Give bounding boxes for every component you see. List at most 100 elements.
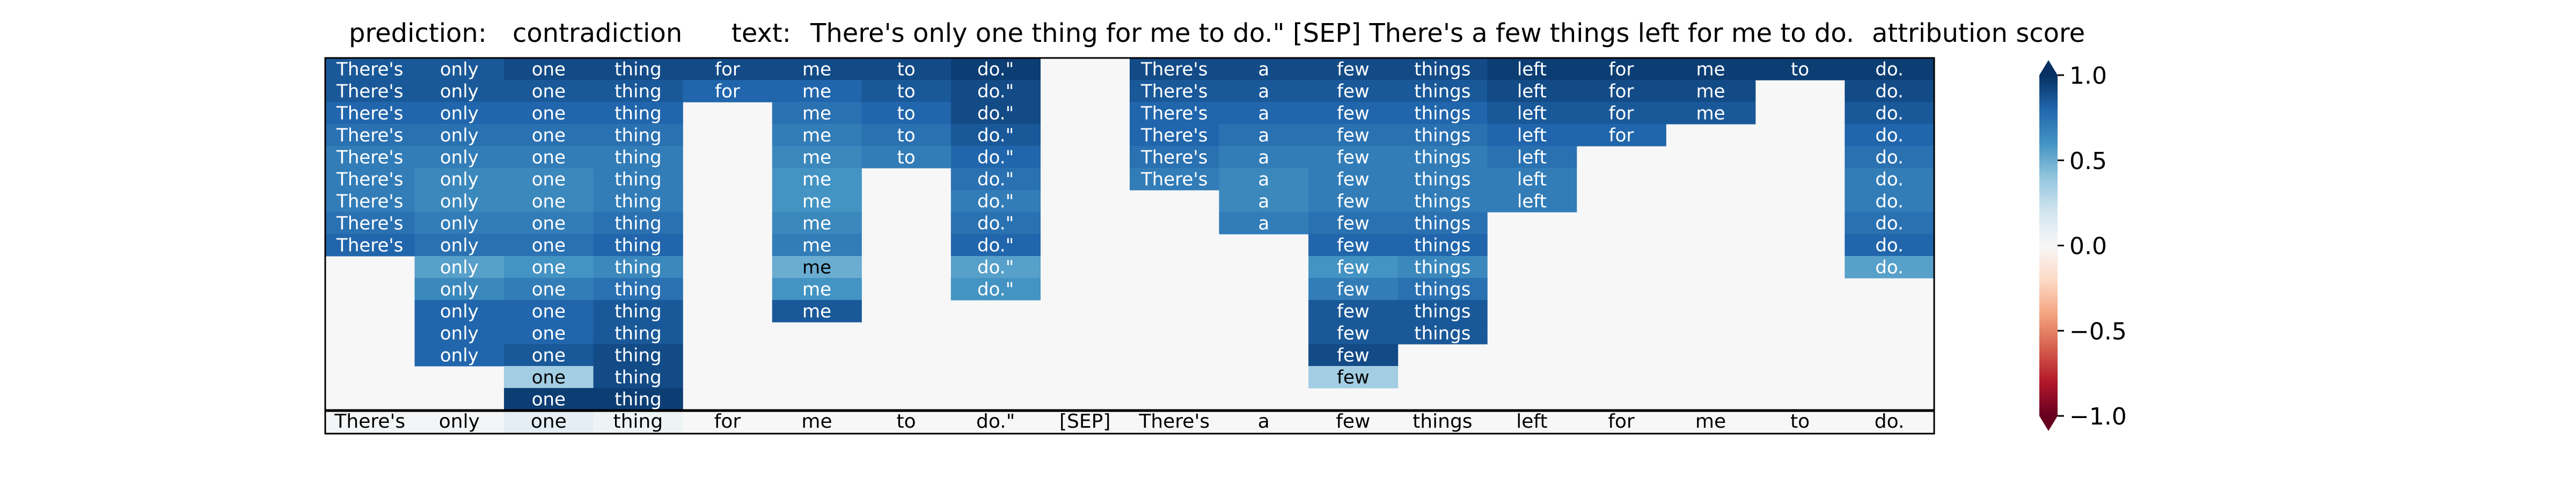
heatmap-cell <box>414 190 504 213</box>
heatmap-cell <box>1845 234 1935 257</box>
heatmap-cell <box>504 388 594 411</box>
cell-token-label: do." <box>977 191 1014 213</box>
heatmap-cell <box>950 124 1041 147</box>
heatmap-cell <box>1845 58 1935 80</box>
input-token-cell <box>772 411 862 434</box>
colorbar-extend-max <box>2039 60 2058 75</box>
cell-token-label: only <box>440 301 479 323</box>
cell-token-label: only <box>440 323 479 345</box>
cell-token-label: only <box>440 81 479 103</box>
heatmap-cell <box>1129 146 1220 169</box>
heatmap-cell <box>414 278 504 301</box>
prediction-value: contradiction <box>513 18 682 48</box>
cell-token-label: me <box>802 59 831 80</box>
heatmap-cell <box>593 322 683 345</box>
cell-token-label: things <box>1414 81 1470 103</box>
heatmap-cell <box>1397 322 1488 345</box>
cell-token-label: few <box>1337 147 1370 169</box>
cell-token-label: do." <box>977 81 1014 103</box>
cell-token-label: things <box>1414 103 1470 125</box>
cell-token-label: one <box>532 345 566 367</box>
heatmap-cell <box>1487 190 1577 213</box>
heatmap-cell <box>1308 146 1399 169</box>
input-token-cell <box>1845 411 1935 434</box>
heatmap-cell <box>772 278 862 301</box>
input-token-cell <box>325 411 415 434</box>
colorbar-extend-min <box>2039 416 2058 431</box>
input-token-cell <box>1040 411 1130 434</box>
heatmap-cell <box>1487 80 1577 103</box>
heatmap-cell <box>504 124 594 147</box>
heatmap-cell <box>1666 102 1756 125</box>
cell-token-label: There's <box>336 81 403 103</box>
cell-token-label: few <box>1337 323 1370 345</box>
heatmap-cell <box>1219 58 1309 80</box>
cell-token-label: one <box>532 323 566 345</box>
heatmap-cell <box>414 102 504 125</box>
cell-token-label: do." <box>977 147 1014 169</box>
heatmap-cell <box>1308 58 1399 80</box>
input-token-cell <box>861 411 952 434</box>
heatmap-cell <box>683 58 773 80</box>
cell-token-label: things <box>1414 301 1470 323</box>
heatmap-cell <box>1845 102 1935 125</box>
heatmap-cell <box>593 58 683 80</box>
cell-token-label: left <box>1517 103 1547 125</box>
heatmap-cell <box>593 124 683 147</box>
cell-token-label: to <box>897 147 916 169</box>
cell-token-label: thing <box>614 367 661 389</box>
cell-token-label: a <box>1258 59 1269 80</box>
cell-token-label: do." <box>977 235 1014 257</box>
heatmap-cell <box>593 80 683 103</box>
heatmap-cell <box>950 102 1041 125</box>
heatmap-cell <box>1308 168 1399 191</box>
cell-token-label: things <box>1414 279 1470 301</box>
cell-token-label: a <box>1258 103 1269 125</box>
input-token-label: for <box>1608 411 1635 433</box>
heatmap-cell <box>1755 58 1845 80</box>
heatmap-cell <box>504 344 594 367</box>
cell-token-label: for <box>715 81 740 103</box>
heatmap-cell <box>325 168 415 191</box>
heatmap-cell <box>593 344 683 367</box>
heatmap-cell <box>593 278 683 301</box>
input-token-label: only <box>439 411 480 433</box>
heatmap-cell <box>950 256 1041 279</box>
heatmap-cell <box>1219 146 1309 169</box>
cell-token-label: few <box>1337 301 1370 323</box>
heatmap-cell <box>772 80 862 103</box>
heatmap-cell <box>1308 366 1399 389</box>
cell-token-label: thing <box>614 323 661 345</box>
cell-token-label: few <box>1337 213 1370 235</box>
heatmap-cell <box>950 234 1041 257</box>
text-value: There's only one thing for me to do." [S… <box>810 18 1854 48</box>
cell-token-label: thing <box>614 59 661 80</box>
cell-token-label: few <box>1337 367 1370 389</box>
cell-token-label: thing <box>614 213 661 235</box>
heatmap-cell <box>772 256 862 279</box>
heatmap-cell <box>1397 256 1488 279</box>
heatmap-cell <box>772 102 862 125</box>
heatmap-cell <box>861 124 952 147</box>
heatmap-cell <box>1576 80 1666 103</box>
heatmap-cell <box>414 168 504 191</box>
heatmap-cell <box>1308 102 1399 125</box>
heatmap-cell <box>861 80 952 103</box>
cell-token-label: a <box>1258 125 1269 147</box>
cell-token-label: only <box>440 103 479 125</box>
cell-token-label: things <box>1414 235 1470 257</box>
cell-token-label: do." <box>977 59 1014 80</box>
heatmap-cell <box>950 146 1041 169</box>
heatmap-cell <box>772 124 862 147</box>
heatmap-cell <box>593 146 683 169</box>
heatmap-cell <box>772 190 862 213</box>
heatmap-cell <box>1487 146 1577 169</box>
heatmap-cell <box>950 58 1041 80</box>
cell-token-label: do. <box>1875 191 1904 213</box>
heatmap-cell <box>1308 190 1399 213</box>
heatmap-cell <box>593 256 683 279</box>
cell-token-label: thing <box>614 301 661 323</box>
cell-token-label: do." <box>977 169 1014 191</box>
heatmap-frame <box>324 57 1935 435</box>
heatmap-cell <box>950 278 1041 301</box>
